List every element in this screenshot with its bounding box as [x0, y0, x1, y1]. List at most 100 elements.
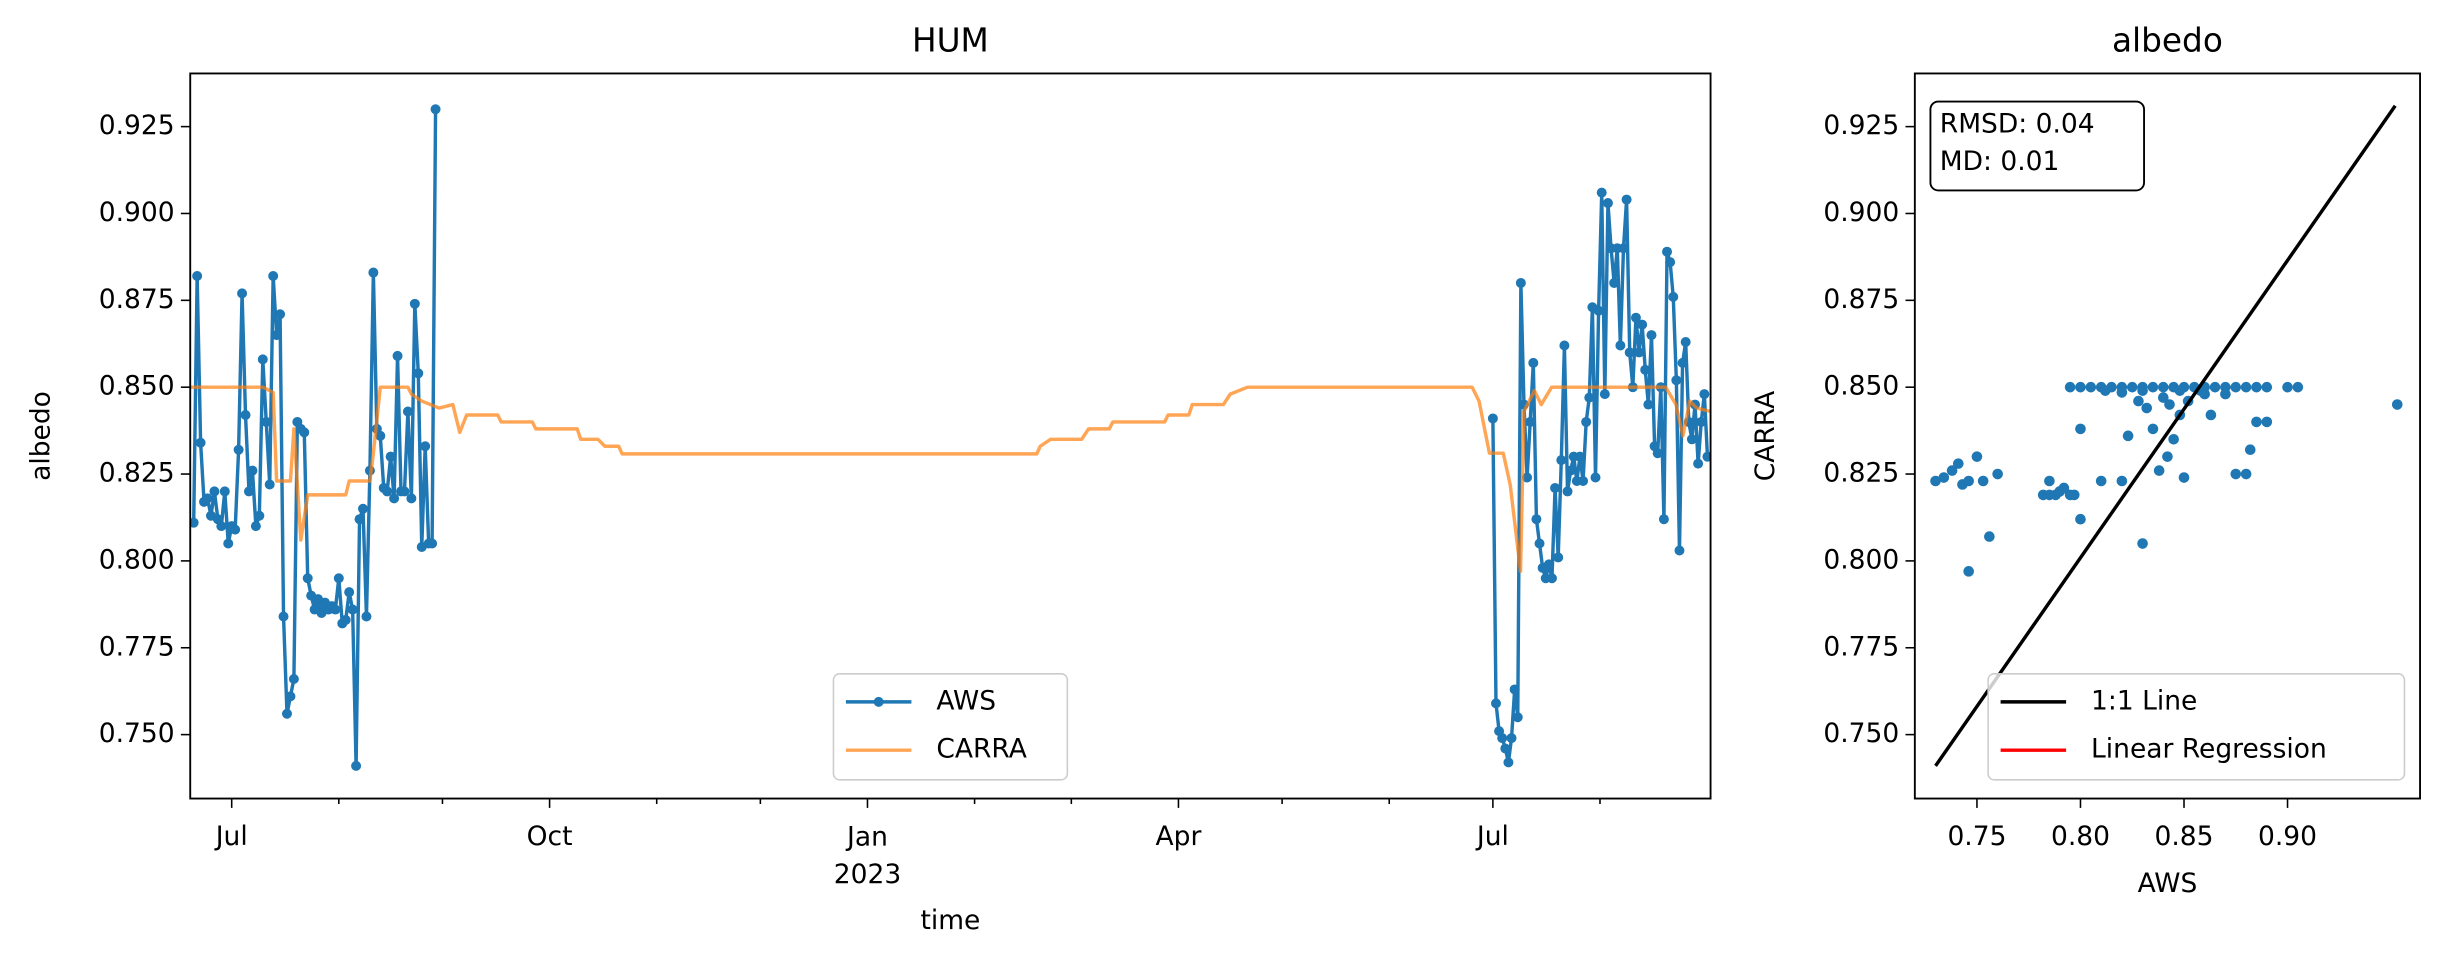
- series-marker: [195, 437, 206, 448]
- legend-marker: [873, 696, 884, 707]
- series-marker: [1584, 392, 1595, 403]
- y-tick-label: 0.875: [1823, 284, 1899, 315]
- x-tick-label: 0.75: [1947, 821, 2006, 852]
- axes-frame: [1913, 72, 2421, 800]
- scatter-point: [2230, 381, 2242, 393]
- series-marker: [1543, 559, 1554, 570]
- chart-title: HUM: [912, 21, 989, 59]
- x-tick-label: 0.85: [2154, 821, 2213, 852]
- y-tick-label: 0.850: [99, 371, 175, 402]
- y-tick-label: 0.900: [1823, 197, 1899, 228]
- legend-label: AWS: [936, 685, 996, 716]
- series-marker: [1550, 482, 1561, 493]
- series-marker: [427, 538, 438, 549]
- series-marker: [1671, 375, 1682, 386]
- scatter-point: [1938, 472, 1950, 483]
- series-marker: [202, 493, 213, 504]
- series-marker: [1609, 277, 1620, 288]
- y-tick-label: 0.925: [99, 110, 175, 141]
- scatter-point: [2178, 472, 2190, 483]
- x-tick-label: Jul: [214, 821, 248, 852]
- series-marker: [281, 708, 292, 719]
- series-marker: [264, 479, 275, 490]
- series-marker: [392, 350, 403, 361]
- scatter-point: [2075, 513, 2086, 525]
- series-marker: [1578, 476, 1589, 486]
- series-marker: [1640, 364, 1651, 375]
- scatter-point: [2240, 468, 2252, 480]
- series-marker: [1500, 743, 1511, 754]
- series-marker: [1522, 472, 1533, 483]
- series-marker: [240, 409, 251, 420]
- series-marker: [1512, 712, 1523, 723]
- series-line: [1934, 104, 2397, 767]
- scatter-point: [2122, 430, 2134, 442]
- series-marker: [347, 604, 358, 615]
- series-marker: [1593, 305, 1604, 316]
- series-marker: [1559, 340, 1570, 351]
- scatter-point: [2116, 387, 2128, 398]
- legend-box: [1987, 673, 2406, 781]
- x-tick-label: 0.90: [2258, 821, 2317, 852]
- scatter-point: [2220, 388, 2231, 400]
- series-marker: [333, 573, 344, 584]
- series-marker: [382, 486, 393, 497]
- y-tick-label: 0.800: [99, 544, 175, 575]
- series-marker: [1565, 465, 1576, 476]
- series-marker: [1646, 330, 1657, 341]
- series-marker: [368, 267, 379, 278]
- series-marker: [1624, 347, 1635, 358]
- scatter-point: [2168, 433, 2179, 445]
- scatter-point: [2162, 451, 2173, 462]
- scatter-point: [2157, 381, 2169, 393]
- x-axis-label: time: [920, 905, 980, 936]
- series-marker: [1693, 458, 1704, 469]
- series-marker: [409, 298, 420, 309]
- scatter-point: [2137, 538, 2148, 549]
- y-tick-label: 0.775: [99, 631, 175, 662]
- scatter-point: [2064, 381, 2076, 393]
- series-marker: [344, 587, 355, 598]
- series-marker: [1553, 552, 1564, 563]
- legend: AWS CARRA: [832, 673, 1069, 781]
- scatter-point: [1984, 531, 1995, 542]
- series-marker: [275, 309, 286, 320]
- plot-area: [190, 104, 1711, 771]
- series-marker: [1680, 337, 1691, 348]
- series-marker: [278, 611, 289, 622]
- plot-area: [1930, 104, 2403, 767]
- series-marker: [1686, 434, 1697, 445]
- annotation-box: [1929, 100, 2145, 192]
- chart-title: albedo: [2112, 21, 2223, 59]
- series-marker: [1534, 538, 1545, 549]
- series-marker: [1634, 347, 1645, 358]
- series-marker: [1662, 246, 1673, 257]
- scatter-point: [2251, 381, 2262, 393]
- scatter-point: [2147, 381, 2159, 393]
- series-marker: [354, 514, 365, 525]
- series-marker: [420, 441, 431, 452]
- series-marker: [1562, 486, 1573, 497]
- series-marker: [192, 271, 203, 282]
- series-marker: [1618, 243, 1629, 254]
- scatter-point: [1953, 458, 1964, 469]
- scatter-point: [2244, 444, 2256, 456]
- scatter-point: [2251, 416, 2262, 428]
- scatter-point: [2147, 423, 2159, 435]
- y-tick-label: 0.800: [1823, 544, 1899, 575]
- scatter-point: [2261, 416, 2273, 428]
- scatter-point: [2100, 385, 2111, 396]
- scatter-point: [2391, 399, 2403, 410]
- scatter-point: [1971, 451, 1983, 462]
- series-marker: [1665, 257, 1676, 268]
- scatter-point: [2174, 385, 2186, 396]
- annotation: MD: 0.01: [1940, 146, 2060, 177]
- series-marker: [237, 288, 248, 299]
- series-marker: [351, 760, 362, 771]
- x-tick-label: Jan 2023: [834, 821, 901, 889]
- scatter-point: [2126, 381, 2138, 393]
- series-marker: [1637, 319, 1648, 330]
- y-tick-label: 0.825: [1823, 458, 1899, 489]
- scatter-point: [1963, 475, 1974, 487]
